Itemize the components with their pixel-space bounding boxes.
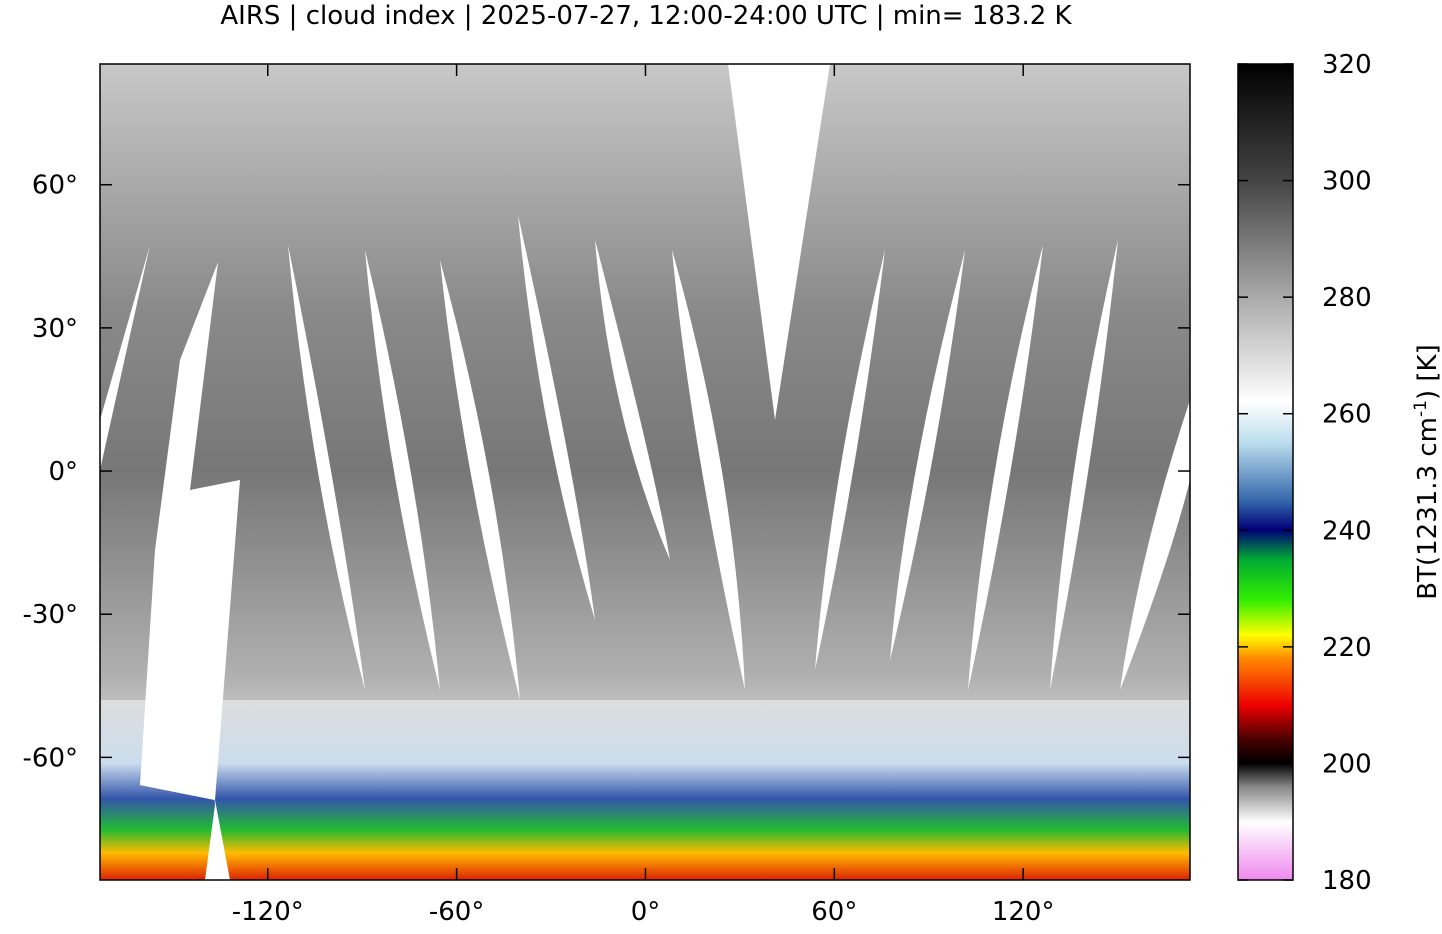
colorbar-tick-label: 260 <box>1322 400 1372 430</box>
map-image <box>100 64 1190 880</box>
x-tick-label: 60° <box>811 897 857 927</box>
label-sup: -1 <box>1411 400 1431 417</box>
y-tick-label: 60° <box>32 171 78 201</box>
y-tick-label: 30° <box>32 314 78 344</box>
colorbar <box>1237 63 1294 881</box>
y-tick-label: -30° <box>23 600 78 630</box>
label-text: ) [K] <box>1413 344 1442 400</box>
colorbar-label: BT(1231.3 cm-1) [K] <box>1411 344 1442 599</box>
label-text: BT(1231.3 cm <box>1413 417 1442 600</box>
x-tick-label: -120° <box>232 897 304 927</box>
colorbar-tick-label: 180 <box>1322 866 1372 896</box>
colorbar-tick-label: 240 <box>1322 516 1372 546</box>
colorbar-tick-label: 280 <box>1322 283 1372 313</box>
y-tick-label: -60° <box>23 743 78 773</box>
colorbar-tick-label: 300 <box>1322 167 1372 197</box>
title: AIRS | cloud index | 2025-07-27, 12:00-2… <box>220 1 1072 31</box>
x-tick-label: 0° <box>631 897 661 927</box>
x-tick-label: 120° <box>992 897 1055 927</box>
colorbar-tick-label: 220 <box>1322 633 1372 663</box>
colorbar-tick-label: 320 <box>1322 50 1372 80</box>
x-tick-label: -60° <box>429 897 484 927</box>
colorbar-tick-label: 200 <box>1322 749 1372 779</box>
y-tick-label: 0° <box>48 457 78 487</box>
